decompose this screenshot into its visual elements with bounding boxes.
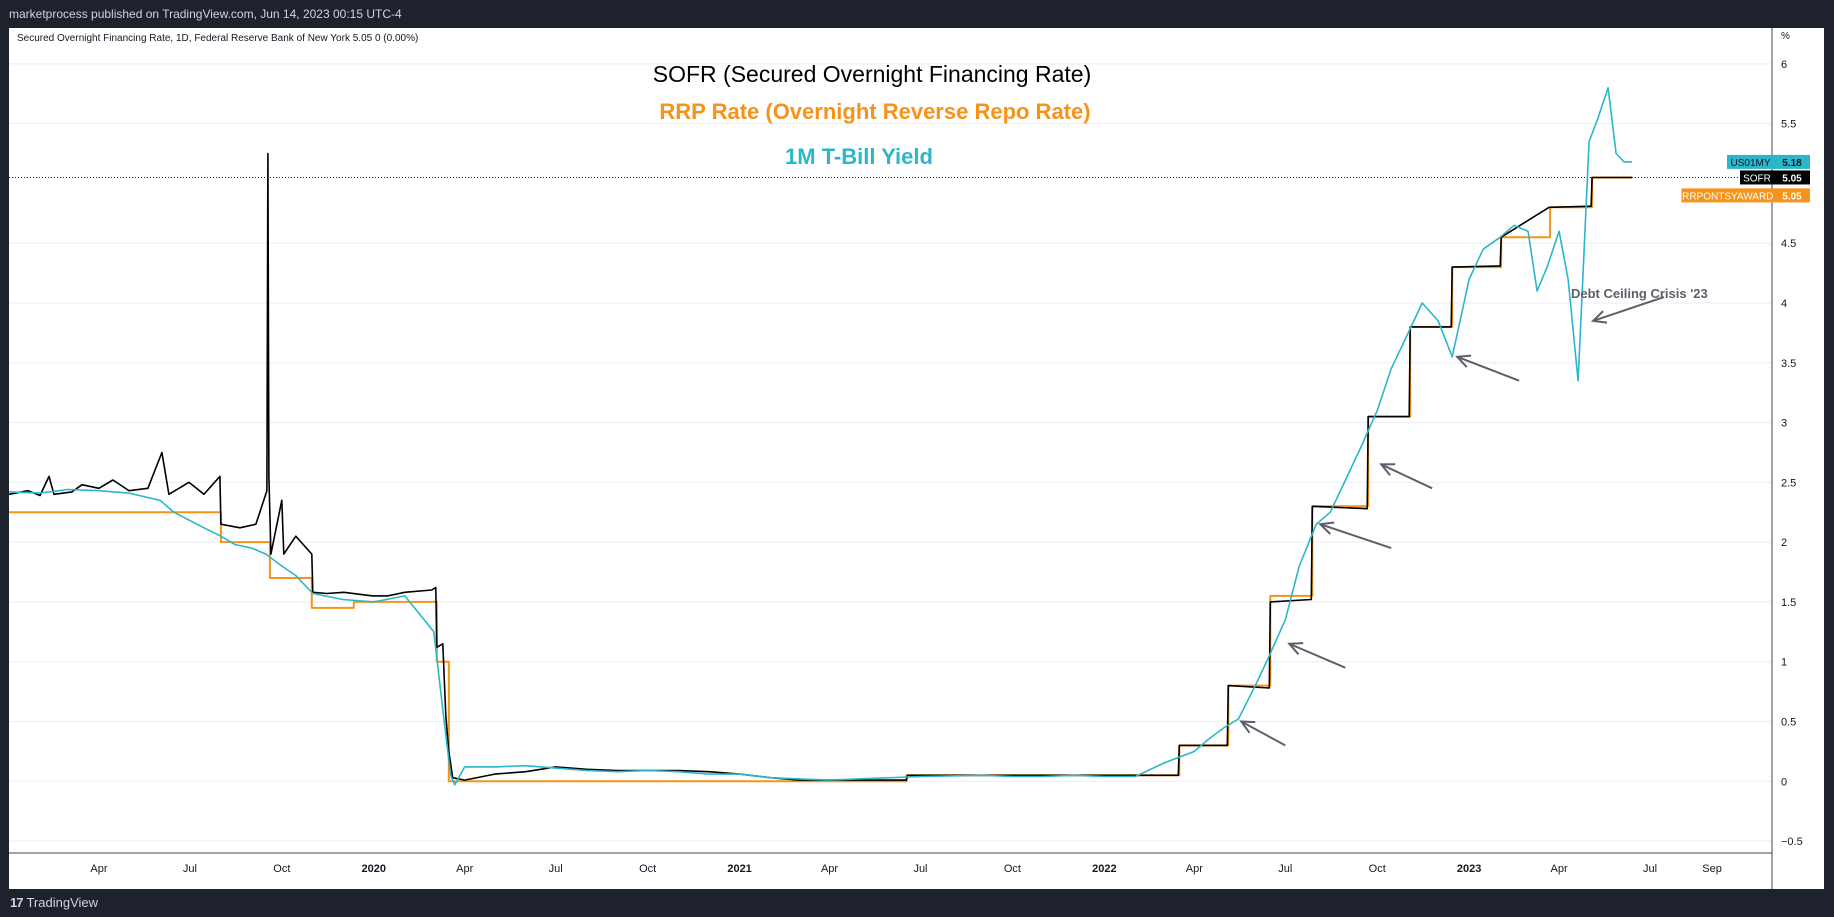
y-tick-label: 4 — [1781, 298, 1787, 310]
x-tick-label: 2021 — [727, 863, 751, 875]
price-tag-value-bg — [1774, 170, 1810, 185]
y-axis[interactable]: 6 5.5 4.5 4 3.5 3 2.5 2 1.5 1 0.5 0 −0.5 — [1781, 59, 1803, 848]
price-tag-value: 5.18 — [1782, 158, 1802, 169]
annotation-arrow — [1287, 642, 1346, 669]
y-tick-label: 4.5 — [1781, 238, 1796, 250]
x-tick-label: Oct — [273, 863, 290, 875]
debt-ceiling-label: Debt Ceiling Crisis '23 — [1571, 286, 1708, 301]
x-tick-label: Apr — [456, 863, 473, 875]
x-axis[interactable]: Apr Jul Oct 2020 Apr Jul Oct 2021 Apr Jul Oct 2022 A… — [90, 863, 1721, 875]
x-tick-label: Apr — [821, 863, 838, 875]
price-tag-name-bg — [1727, 154, 1774, 169]
title-sofr: SOFR (Secured Overnight Financing Rate) — [653, 61, 1091, 87]
bottom-bar: 17 TradingView — [0, 889, 1834, 917]
price-tag-value-bg — [1774, 154, 1810, 169]
annotation-arrows — [1239, 296, 1665, 747]
chart-area[interactable]: 6 5.5 4.5 4 3.5 3 2.5 2 1.5 1 0.5 0 −0.5 Apr Jul Oct 20… — [8, 28, 1824, 889]
annotation-arrow — [1318, 521, 1392, 550]
tradingview-logo-text: TradingView — [26, 895, 99, 910]
x-tick-label: 2022 — [1092, 863, 1116, 875]
price-tag-name-bg — [1740, 170, 1774, 185]
y-tick-label: 0 — [1781, 776, 1787, 788]
price-tags: US01MY 5.18 SOFR 5.05 RRPONTSYAWARD 5.05 — [1681, 154, 1810, 203]
x-tick-label: Sep — [1702, 863, 1722, 875]
x-tick-label: Oct — [1369, 863, 1386, 875]
series-line-sofr — [8, 152, 1633, 781]
x-tick-label: Oct — [1004, 863, 1021, 875]
y-tick-label: 2.5 — [1781, 477, 1796, 489]
title-tbill: 1M T-Bill Yield — [785, 144, 933, 169]
price-tag-value-bg — [1774, 188, 1810, 203]
series-layer — [8, 87, 1633, 786]
series-line-rrp — [9, 176, 1633, 783]
annotation-arrow — [1455, 354, 1520, 382]
y-tick-label: 1 — [1781, 657, 1787, 669]
price-tag-name: US01MY — [1730, 158, 1770, 169]
x-tick-label: Oct — [639, 863, 656, 875]
x-tick-label: Jul — [1278, 863, 1292, 875]
x-tick-label: Jul — [1643, 863, 1657, 875]
price-tag-name: RRPONTSYAWARD — [1682, 191, 1773, 202]
x-tick-label: Jul — [549, 863, 563, 875]
y-tick-label: 0.5 — [1781, 716, 1796, 728]
price-tag-sofr: SOFR 5.05 — [1740, 170, 1810, 185]
y-tick-label: −0.5 — [1781, 836, 1803, 848]
title-rrp: RRP Rate (Overnight Reverse Repo Rate) — [659, 99, 1090, 124]
y-tick-label: 3 — [1781, 418, 1787, 430]
x-tick-label: Jul — [913, 863, 927, 875]
chart-svg[interactable]: 6 5.5 4.5 4 3.5 3 2.5 2 1.5 1 0.5 0 −0.5 Apr Jul Oct 20… — [8, 28, 1824, 889]
grid-lines — [9, 63, 1772, 842]
y-tick-label: 6 — [1781, 59, 1787, 71]
x-tick-label: 2023 — [1457, 863, 1481, 875]
tradingview-logo[interactable]: 17 TradingView — [10, 895, 98, 910]
annotation-arrow — [1590, 296, 1665, 324]
tradingview-logo-icon: 17 — [10, 895, 24, 910]
symbol-info: Secured Overnight Financing Rate, 1D, Fe… — [17, 33, 418, 44]
y-tick-label: 5.5 — [1781, 119, 1796, 131]
price-tag-value: 5.05 — [1782, 173, 1802, 184]
x-tick-label: 2020 — [362, 863, 386, 875]
x-tick-label: Apr — [1551, 863, 1568, 875]
y-tick-label: 3.5 — [1781, 358, 1796, 370]
published-info: marketprocess published on TradingView.c… — [9, 7, 402, 21]
top-bar: marketprocess published on TradingView.c… — [0, 0, 1834, 28]
price-tag-value: 5.05 — [1782, 191, 1802, 202]
price-tag-rrpontsyaward: RRPONTSYAWARD 5.05 — [1681, 188, 1810, 203]
price-tag-us01my: US01MY 5.18 — [1727, 154, 1810, 169]
series-line-tbill — [8, 87, 1633, 786]
y-tick-label: 2 — [1781, 537, 1787, 549]
price-tag-name-bg — [1681, 188, 1774, 203]
y-tick-label: 1.5 — [1781, 597, 1796, 609]
annotation-arrow — [1379, 463, 1433, 490]
annotation-arrow — [1239, 720, 1286, 747]
x-tick-label: Jul — [183, 863, 197, 875]
unit-label: % — [1781, 31, 1790, 42]
x-tick-label: Apr — [1186, 863, 1203, 875]
price-tag-name: SOFR — [1743, 173, 1771, 184]
x-tick-label: Apr — [90, 863, 107, 875]
